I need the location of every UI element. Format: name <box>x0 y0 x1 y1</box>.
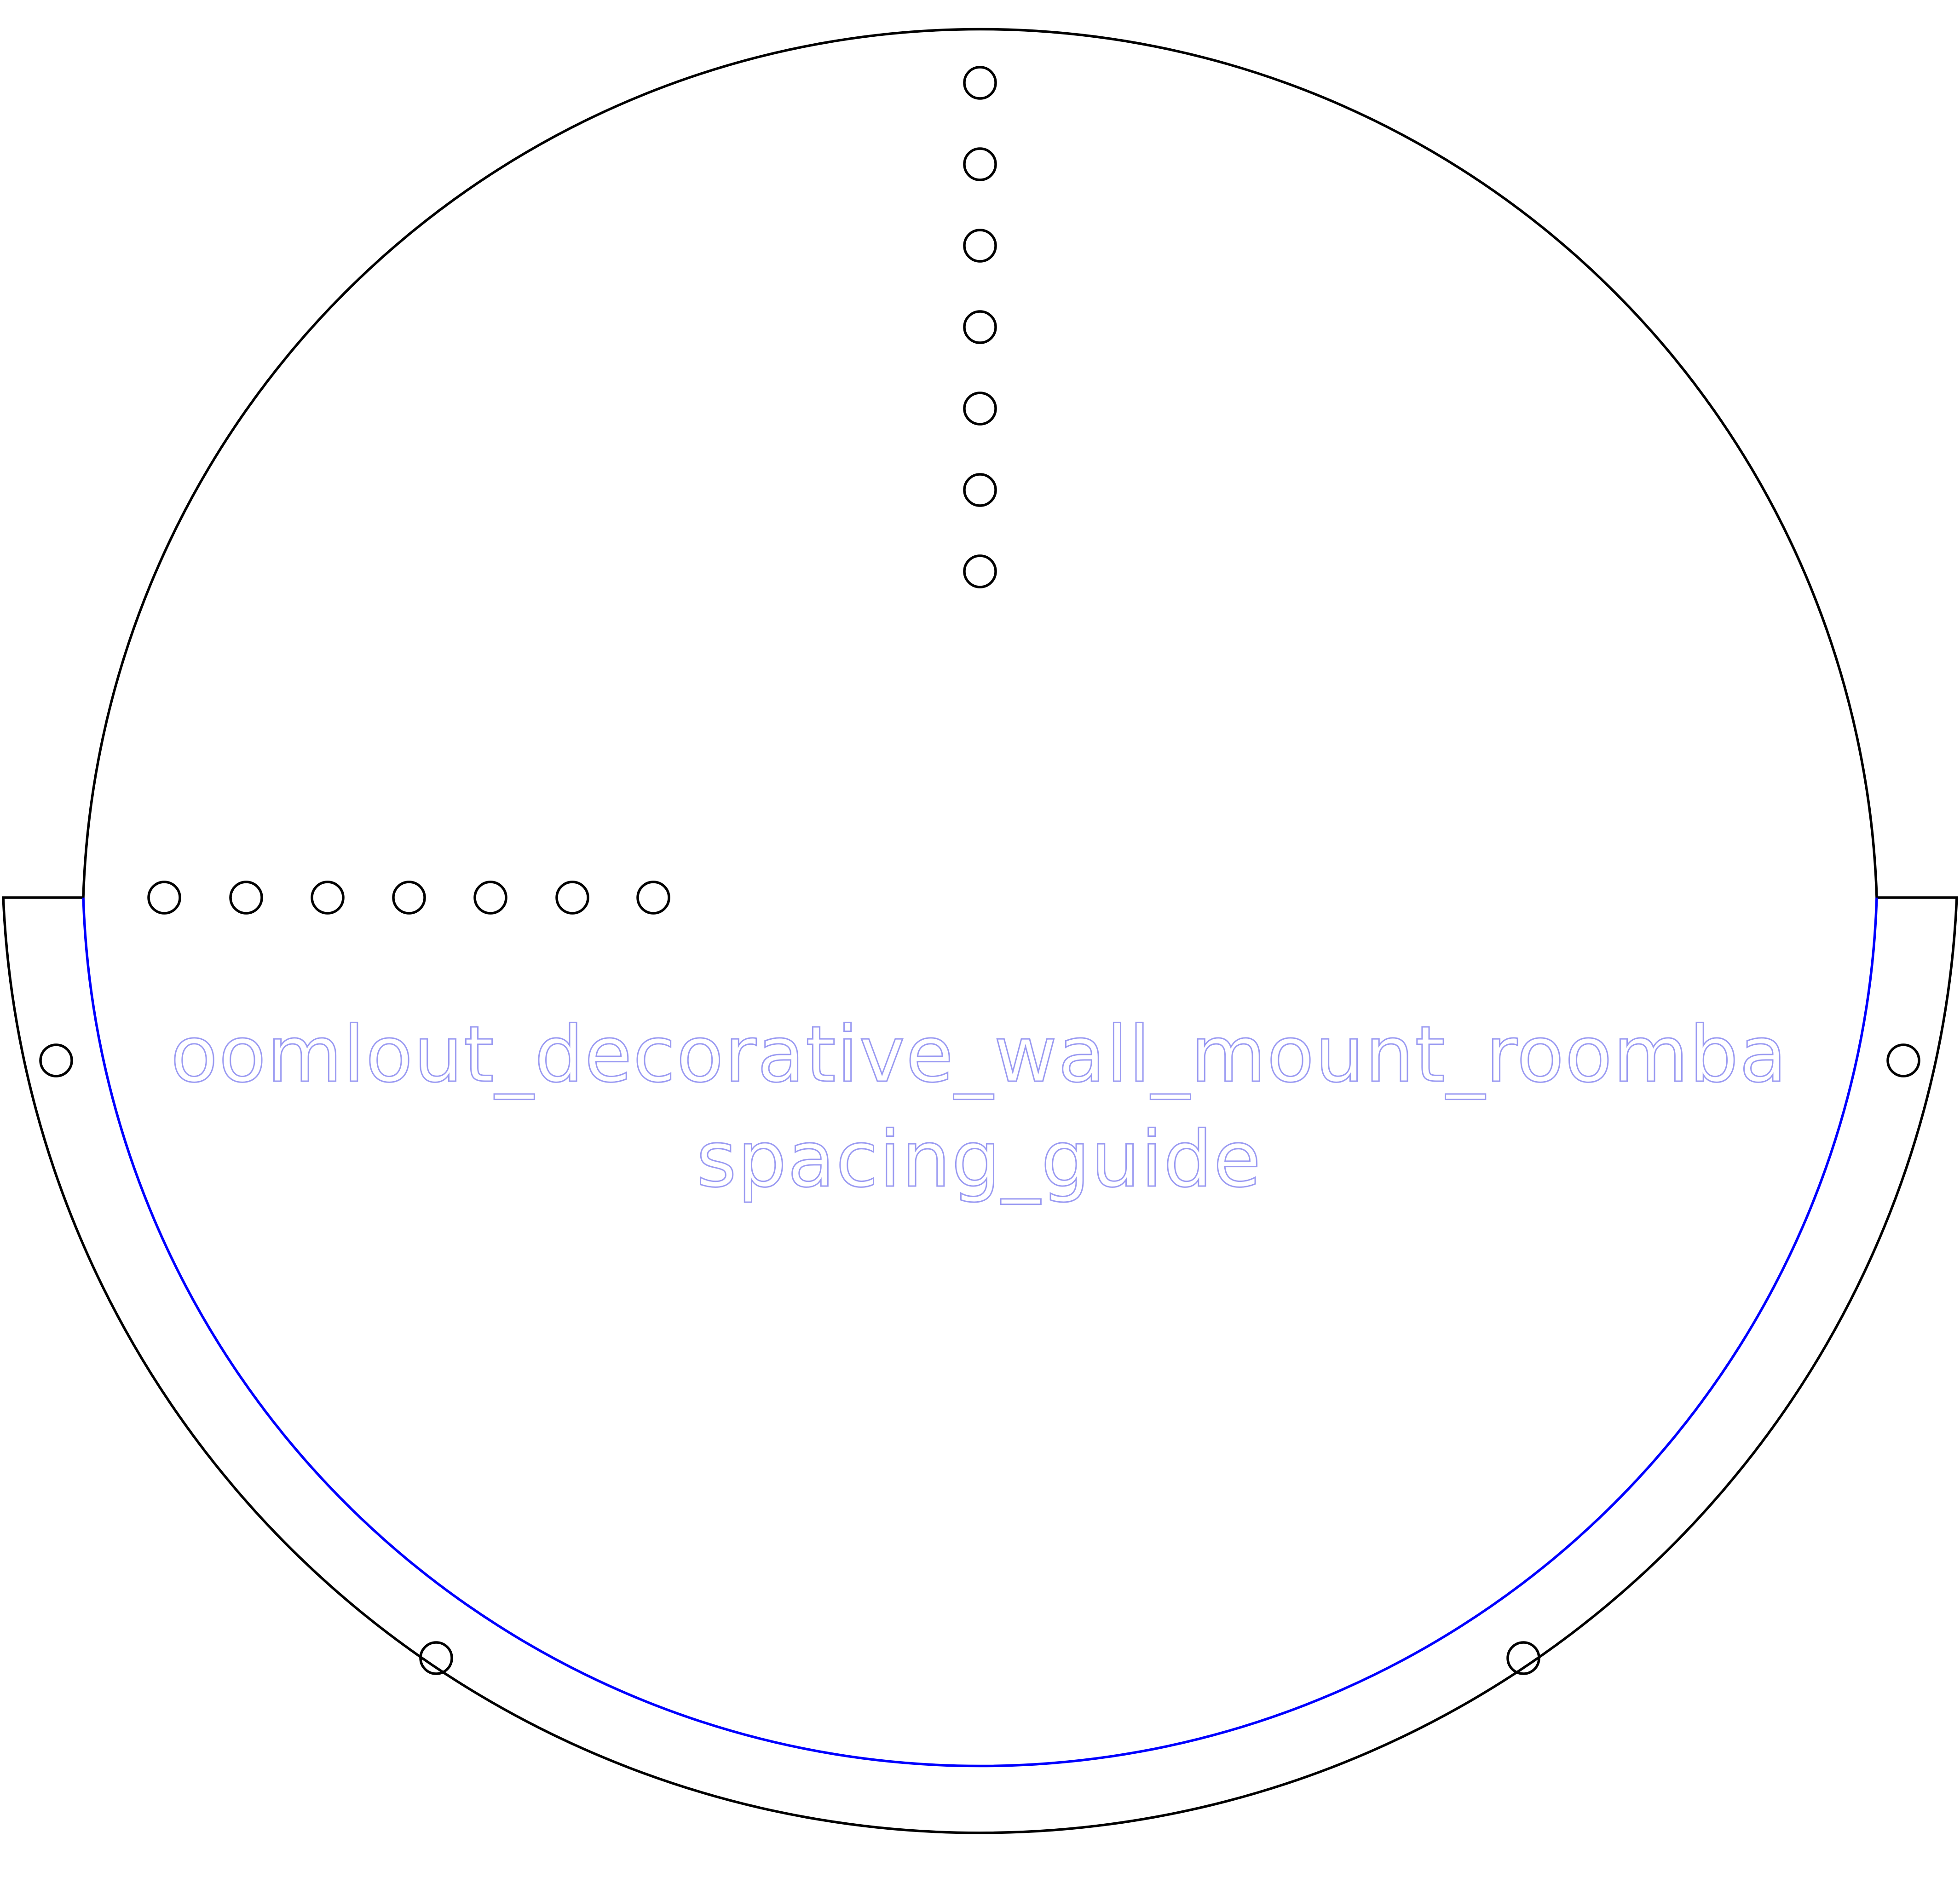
horizontal-hole-row <box>147 881 670 915</box>
roomba-edge-guide-arc <box>82 897 1878 1768</box>
spacing-hole <box>963 554 997 588</box>
mounting-hole <box>419 1641 453 1675</box>
mounting-hole <box>39 1043 73 1077</box>
spacing-hole <box>555 881 589 915</box>
spacing-hole <box>311 881 345 915</box>
spacing-hole <box>963 66 997 100</box>
spacing-hole <box>963 473 997 507</box>
spacing-hole <box>229 881 263 915</box>
part-type-label: spacing_guide <box>696 1114 1262 1204</box>
spacing-hole <box>636 881 670 915</box>
spacing-hole <box>392 881 426 915</box>
spacing-hole <box>473 881 507 915</box>
spacing-hole <box>963 147 997 181</box>
part-name-label: oomlout_decorative_wall_mount_roomba <box>171 1009 1788 1100</box>
spacing-hole <box>963 392 997 426</box>
mounting-hole <box>1506 1641 1540 1675</box>
mounting-holes <box>39 1043 1920 1675</box>
spacing-hole <box>963 310 997 344</box>
vertical-hole-row <box>963 66 997 588</box>
spacing-hole <box>147 881 181 915</box>
outer-outline <box>2 28 1958 1834</box>
mounting-hole <box>1886 1043 1920 1077</box>
spacing-hole <box>963 229 997 263</box>
